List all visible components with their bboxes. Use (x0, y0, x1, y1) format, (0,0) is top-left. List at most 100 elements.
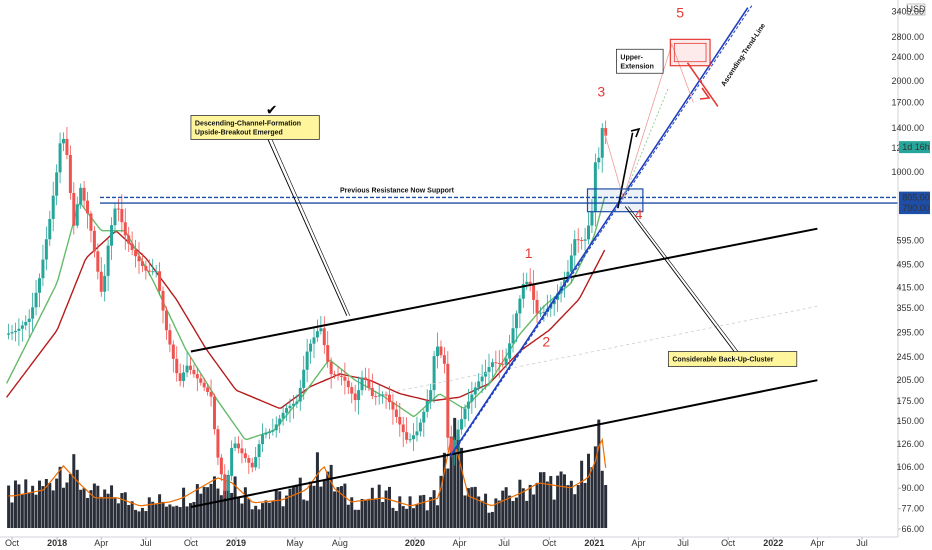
y-tick-label: 2800.00 (891, 32, 924, 42)
candle-body (261, 434, 265, 445)
candle-body (432, 356, 436, 391)
volume-bar (432, 490, 436, 528)
candle-body (79, 187, 83, 205)
volume-bar (456, 435, 460, 528)
volume-bar (569, 480, 573, 528)
price-badge-label: 805.00 (902, 193, 930, 203)
candle-body (453, 439, 457, 453)
volume-bar (484, 493, 488, 528)
candle-body (484, 371, 488, 377)
wave-label: 4 (635, 206, 643, 222)
candle-body (82, 187, 86, 201)
channel-lower-line (190, 379, 818, 509)
projection-path (603, 42, 694, 200)
volume-bar (106, 493, 110, 528)
candle-body (144, 265, 148, 271)
volume-bar (466, 488, 470, 528)
price-badge-label: 1d 16h (902, 142, 930, 152)
candle-body (134, 249, 138, 257)
volume-bar (391, 507, 395, 528)
currency-frame (906, 3, 926, 16)
moving-average-line (6, 230, 606, 409)
callout-text: Upper- (620, 54, 643, 61)
volume-bar (487, 512, 491, 528)
volume-bar (206, 487, 210, 528)
candle-body (374, 396, 378, 398)
volume-bar (436, 505, 440, 528)
candle-body (367, 379, 371, 388)
candle-body (24, 322, 28, 326)
y-tick-label: 150.00 (896, 416, 924, 426)
volume-bar (542, 472, 546, 528)
volume-bar (593, 446, 597, 528)
volume-bar (477, 496, 481, 528)
y-tick-label: 415.00 (896, 283, 924, 293)
x-tick-label: Oct (5, 538, 20, 548)
candle-body (508, 343, 512, 359)
volume-bar (151, 501, 155, 528)
volume-bar (168, 504, 172, 528)
x-tick-label: Apr (453, 538, 467, 548)
volume-bar (381, 501, 385, 528)
candle-body (209, 392, 213, 397)
y-tick-label: 355.00 (896, 303, 924, 313)
y-tick-label: 126.00 (896, 439, 924, 449)
candle-body (490, 362, 494, 368)
candle-body (415, 431, 419, 436)
candle-body (412, 435, 416, 440)
volume-bar (425, 510, 429, 528)
volume-bar (288, 488, 292, 528)
candle-body (257, 444, 261, 458)
volume-bar (600, 470, 604, 528)
candle-body (195, 374, 199, 379)
volume-bar (130, 501, 134, 528)
volume-bar (113, 497, 117, 528)
candle-body (436, 346, 440, 357)
x-tick-label: Jul (856, 538, 868, 548)
candle-body (439, 346, 443, 356)
candle-body (233, 443, 237, 448)
volume-bar (175, 505, 179, 528)
volume-bar (158, 494, 162, 528)
candle-body (535, 299, 539, 314)
y-tick-label: 90.00 (901, 483, 924, 493)
volume-bar (336, 487, 340, 528)
volume-bar (154, 504, 158, 528)
candle-body (556, 293, 560, 300)
x-tick-label: Apr (631, 538, 645, 548)
volume-bar (576, 485, 580, 528)
callout-pointer-edge (271, 139, 351, 316)
candle-body (130, 243, 134, 250)
volume-bar (237, 496, 241, 528)
candle-body (456, 429, 460, 440)
volume-bar (164, 506, 168, 528)
candle-body (590, 211, 594, 226)
volume-bar (17, 484, 21, 528)
candle-body (381, 394, 385, 396)
volume-bar (363, 499, 367, 528)
volume-bar (127, 504, 131, 528)
volume-bar (257, 509, 261, 528)
candle-body (597, 157, 601, 163)
volume-bar (10, 502, 14, 528)
volume-bar (278, 491, 282, 528)
volume-bar (439, 475, 443, 528)
candle-body (188, 365, 192, 370)
x-tick-label: Oct (184, 538, 199, 548)
candle-body (86, 200, 90, 214)
candle-body (219, 457, 223, 475)
wave-label: 2 (542, 333, 550, 349)
x-tick-label: 2022 (763, 538, 783, 548)
y-tick-label: 295.00 (896, 327, 924, 337)
candle-body (528, 281, 532, 285)
candle-body (333, 374, 337, 376)
candles-layer (7, 120, 608, 500)
volume-bar (123, 492, 127, 528)
volume-bar (429, 497, 433, 528)
volume-bar (377, 484, 381, 528)
candle-body (164, 310, 168, 331)
volume-bar (216, 488, 220, 528)
volume-bar (271, 500, 275, 528)
y-tick-label: 1400.00 (891, 123, 924, 133)
